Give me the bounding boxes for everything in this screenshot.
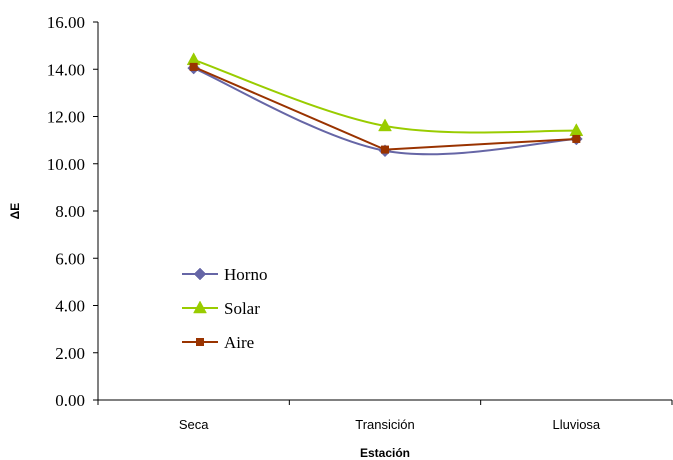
y-tick-label: 12.00 <box>47 108 85 127</box>
y-tick-label: 14.00 <box>47 60 85 79</box>
x-tick-label: Seca <box>179 417 209 432</box>
legend-label: Horno <box>224 265 267 284</box>
legend-marker <box>193 300 207 314</box>
data-point <box>381 145 389 154</box>
y-tick-label: 6.00 <box>55 249 85 268</box>
y-tick-label: 0.00 <box>55 391 85 410</box>
y-tick-label: 8.00 <box>55 202 85 221</box>
y-tick-label: 2.00 <box>55 344 85 363</box>
legend-item-horno: Horno <box>182 265 267 284</box>
data-point <box>572 134 581 143</box>
data-point <box>378 118 392 132</box>
legend-item-solar: Solar <box>182 299 260 318</box>
series-layer <box>186 52 584 158</box>
y-axis-title: ΔE <box>8 203 22 220</box>
y-axis-ticks: 0.00 2.00 4.00 6.00 8.00 10.00 12.00 14.00 16.00 <box>47 13 98 410</box>
y-tick-label: 16.00 <box>47 13 85 32</box>
legend-label: Aire <box>224 333 254 352</box>
x-axis-title: Estación <box>360 446 410 460</box>
x-tick-label: Lluviosa <box>552 417 600 432</box>
series-line <box>193 65 577 151</box>
data-point <box>189 62 198 71</box>
legend: Horno Solar Aire <box>182 265 267 352</box>
series-aire <box>189 62 581 154</box>
y-tick-label: 4.00 <box>55 297 85 316</box>
x-axis-ticks: Seca Transición Lluviosa <box>97 400 673 432</box>
x-tick-label: Transición <box>355 417 414 432</box>
legend-label: Solar <box>224 299 260 318</box>
legend-marker <box>196 338 204 346</box>
legend-item-aire: Aire <box>182 333 254 352</box>
legend-marker <box>193 267 207 281</box>
y-tick-label: 10.00 <box>47 155 85 174</box>
